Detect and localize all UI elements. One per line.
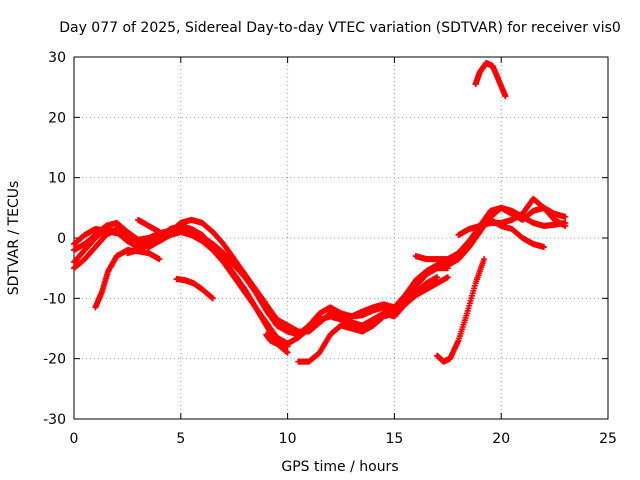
y-axis-label: SDTVAR / TECUs [6, 181, 22, 296]
series-track-14 [412, 204, 569, 263]
series-track-5 [92, 247, 163, 311]
data-point-plus [209, 295, 216, 302]
y-tick-label: 20 [48, 110, 66, 126]
y-tick-label: 0 [57, 231, 66, 247]
x-tick-label: 25 [599, 431, 617, 447]
axis-ticks: 0 5 10 15 20 25 -30 -20 -10 0 10 20 30 [43, 50, 617, 447]
data-point-plus [444, 274, 451, 281]
data-points [71, 60, 569, 365]
series-track-18 [434, 256, 488, 365]
series-track-7 [135, 216, 163, 235]
series-track-17 [487, 216, 547, 251]
series-track-19 [472, 60, 509, 100]
y-tick-label: -30 [43, 412, 66, 428]
data-point-plus [540, 244, 547, 251]
data-point-plus [562, 222, 569, 229]
y-tick-label: 30 [48, 50, 66, 66]
data-point-plus [156, 228, 163, 235]
data-point-plus [156, 256, 163, 263]
series-track-13 [295, 274, 451, 365]
x-axis-label: GPS time / hours [281, 459, 398, 475]
data-point-plus [434, 274, 441, 281]
x-tick-label: 20 [492, 431, 510, 447]
y-tick-label: 10 [48, 171, 66, 187]
x-tick-label: 10 [279, 431, 297, 447]
data-point-plus [177, 225, 184, 232]
x-tick-label: 0 [70, 431, 79, 447]
series-track-8 [173, 276, 216, 302]
series-track-6 [124, 225, 184, 257]
x-tick-label: 15 [385, 431, 403, 447]
x-tick-label: 5 [176, 431, 185, 447]
data-point-plus [562, 213, 569, 220]
y-tick-label: -10 [43, 291, 66, 307]
data-point-plus [502, 93, 509, 100]
chart-title: Day 077 of 2025, Sidereal Day-to-day VTE… [59, 20, 621, 36]
data-point-plus [284, 349, 291, 356]
y-tick-label: -20 [43, 352, 66, 368]
data-point-plus [481, 256, 488, 263]
